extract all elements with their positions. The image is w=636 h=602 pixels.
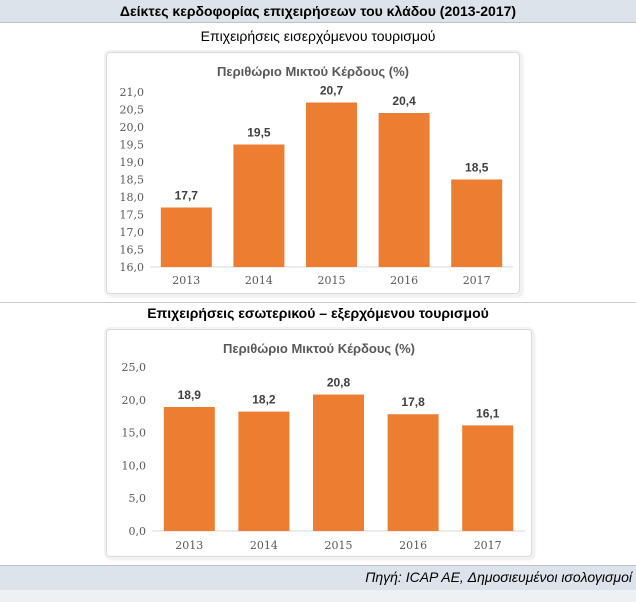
footer: Πηγή: ICAP AE, Δημοσιευμένοι ισολογισμοί	[0, 565, 636, 590]
x-tick-label: 2015	[318, 274, 346, 287]
x-tick-label: 2017	[463, 274, 491, 287]
data-label: 20,7	[320, 84, 344, 98]
y-tick-label: 10,0	[122, 459, 147, 472]
x-tick-label: 2014	[245, 274, 273, 287]
chart-svg: 0,0 5,0 10,0 15,0 20,0 25,0 18,9 2013 18,2 2014 20…	[122, 361, 525, 552]
chart-svg: 16,0 16,5 17,0 17,5 18,0 18,5 19,0 19,5 20,0 20,5…	[120, 84, 513, 287]
chart-title: Περιθώριο Μικτού Κέρδους (%)	[223, 341, 415, 356]
bottom-strip	[0, 590, 636, 602]
y-tick-label: 19,5	[120, 139, 145, 152]
y-tick-label: 0,0	[129, 525, 147, 538]
x-tick-label: 2017	[474, 539, 502, 552]
y-tick-label: 15,0	[122, 427, 147, 440]
bar-2013	[163, 407, 215, 531]
x-tick-label: 2016	[390, 274, 418, 287]
data-label: 18,2	[252, 393, 276, 407]
y-tick-label: 20,0	[120, 121, 145, 134]
source-note: Πηγή: ICAP AE, Δημοσιευμένοι ισολογισμοί	[365, 569, 632, 585]
data-label: 16,1	[476, 406, 500, 420]
x-tick-label: 2016	[399, 539, 427, 552]
data-label: 18,5	[465, 161, 489, 175]
chart-title: Περιθώριο Μικτού Κέρδους (%)	[217, 64, 409, 79]
y-tick-label: 16,0	[120, 261, 145, 274]
y-tick-label: 16,5	[120, 244, 145, 257]
bar-2017	[451, 179, 503, 267]
y-tick-label: 19,0	[120, 156, 145, 169]
data-label: 20,4	[392, 94, 416, 108]
y-tick-label: 18,0	[120, 191, 145, 204]
section-title-domestic-outbound: Επιχειρήσεις εσωτερικού – εξερχόμενου το…	[147, 305, 489, 321]
y-tick-label: 5,0	[129, 492, 147, 505]
chart-domestic-outbound-gross-margin: Περιθώριο Μικτού Κέρδους (%) 0,0 5,0 10,0 1…	[106, 329, 532, 557]
bar-2015	[313, 394, 364, 531]
x-tick-label: 2015	[325, 539, 353, 552]
data-label: 18,9	[178, 388, 202, 402]
y-tick-label: 20,5	[120, 104, 145, 117]
data-label: 17,7	[175, 189, 199, 203]
data-label: 17,8	[401, 395, 425, 409]
y-tick-label: 17,0	[120, 226, 145, 239]
bar-2014	[238, 411, 290, 531]
x-tick-label: 2013	[172, 274, 200, 287]
x-tick-label: 2013	[175, 539, 203, 552]
bar-2016	[387, 414, 439, 531]
y-tick-label: 21,0	[120, 86, 145, 99]
data-label: 20,8	[327, 376, 351, 390]
bar-2013	[160, 207, 212, 267]
bar-2015	[306, 102, 357, 267]
section-title-inbound: Επιχειρήσεις εισερχόμενου τουρισμού	[200, 28, 436, 44]
data-label: 19,5	[247, 126, 271, 140]
chart-inbound-gross-margin: Περιθώριο Μικτού Κέρδους (%) 16,0 16,5 17,…	[106, 52, 520, 294]
y-tick-label: 18,5	[120, 174, 145, 187]
bar-2017	[462, 425, 514, 531]
bar-2016	[378, 113, 430, 267]
bar-2014	[233, 144, 285, 267]
y-tick-label: 25,0	[122, 361, 147, 374]
y-tick-label: 17,5	[120, 209, 145, 222]
page-header: Δείκτες κερδοφορίας επιχειρήσεων του κλά…	[0, 0, 636, 23]
page-title: Δείκτες κερδοφορίας επιχειρήσεων του κλά…	[119, 3, 517, 19]
x-tick-label: 2014	[250, 539, 278, 552]
y-tick-label: 20,0	[122, 394, 147, 407]
section-divider	[0, 302, 636, 303]
